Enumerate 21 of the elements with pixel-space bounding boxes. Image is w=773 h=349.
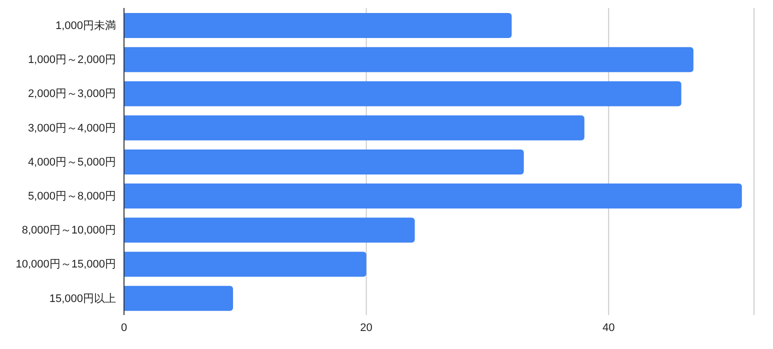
- bar: [124, 13, 512, 38]
- y-tick-label: 1,000円未満: [55, 18, 116, 32]
- bar: [124, 115, 584, 140]
- y-tick-label: 2,000円～3,000円: [28, 88, 116, 100]
- bar: [124, 149, 524, 174]
- bar: [124, 218, 415, 243]
- y-tick-label: 15,000円以上: [49, 292, 116, 305]
- y-tick-label: 10,000円～15,000円: [16, 258, 116, 271]
- y-tick-label: 4,000円～5,000円: [28, 156, 116, 168]
- bar: [124, 286, 234, 311]
- x-tick-label: 20: [360, 322, 372, 334]
- bar: [124, 252, 366, 277]
- x-tick-label: 0: [120, 322, 128, 334]
- y-tick-label: 1,000円～2,000円: [28, 54, 116, 66]
- y-tick-label: 5,000円～8,000円: [28, 190, 116, 203]
- y-tick-label: 3,000円～4,000円: [28, 122, 116, 134]
- bar: [124, 184, 742, 209]
- bar: [124, 81, 682, 106]
- x-tick-label: 40: [602, 322, 615, 334]
- bar: [124, 47, 694, 72]
- y-tick-label: 8,000円～10,000円: [22, 224, 116, 237]
